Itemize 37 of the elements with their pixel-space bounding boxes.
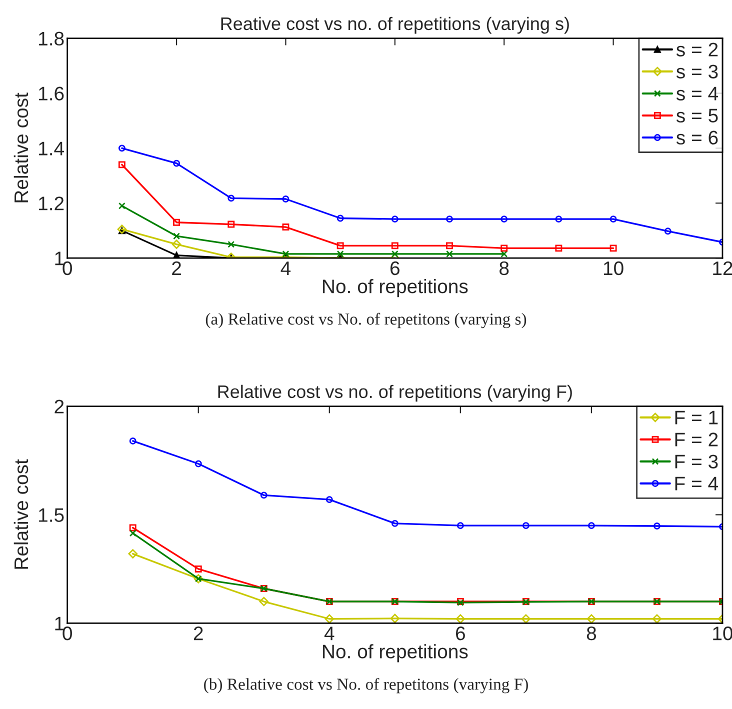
legend-label: s = 2: [676, 42, 718, 56]
y-tick-label: 1: [55, 616, 64, 630]
y-tick-label: 1.8: [39, 32, 64, 46]
y-tick-label: 1.5: [39, 508, 64, 522]
legend-label: s = 3: [676, 64, 718, 78]
text: (a) Relative cost vs No. of repetitons (varying s): [206, 312, 526, 328]
legend-label: F = 4: [675, 476, 718, 490]
legend-label: F = 1: [675, 410, 718, 424]
y-tick-label: 1.2: [39, 196, 64, 210]
y-tick-label: 1.4: [39, 142, 64, 156]
y-axis-title: Relative cost: [14, 459, 28, 569]
x-axis-title: No. of repetitions: [323, 278, 468, 298]
x-tick-label: 6: [390, 261, 400, 276]
x-tick-label: 2: [172, 261, 181, 275]
x-tick-label: 2: [194, 626, 203, 640]
x-tick-label: 10: [604, 261, 624, 276]
x-tick-label: 6: [456, 626, 465, 640]
x-tick-label: 0: [62, 261, 72, 276]
x-tick-label: 8: [586, 626, 596, 640]
x-tick-label: 4: [280, 262, 291, 275]
y-tick-label: 2: [54, 400, 64, 414]
y-tick-label: 1.6: [39, 86, 64, 100]
legend-label: F = 2: [675, 432, 718, 446]
legend-label: s = 6: [676, 130, 718, 145]
legend-label: s = 4: [676, 86, 718, 100]
x-tick-label: 12: [713, 261, 732, 275]
x-axis-title: No. of repetitions: [323, 644, 468, 662]
chart-title: Reative cost vs no. of repetitions (varying s): [221, 16, 569, 34]
x-tick-label: 0: [62, 626, 72, 640]
y-tick-label: 1: [55, 252, 64, 266]
text: (b) Relative cost vs No. of repetitons (varying F): [204, 678, 528, 694]
legend-label: s = 5: [676, 108, 718, 122]
y-axis-title: Relative cost: [14, 92, 28, 202]
x-tick-label: 4: [324, 626, 334, 640]
legend-label: F = 3: [675, 454, 718, 468]
chart-title: Relative cost vs no. of repetitions (varying F): [218, 384, 572, 402]
x-tick-label: 8: [500, 261, 509, 276]
